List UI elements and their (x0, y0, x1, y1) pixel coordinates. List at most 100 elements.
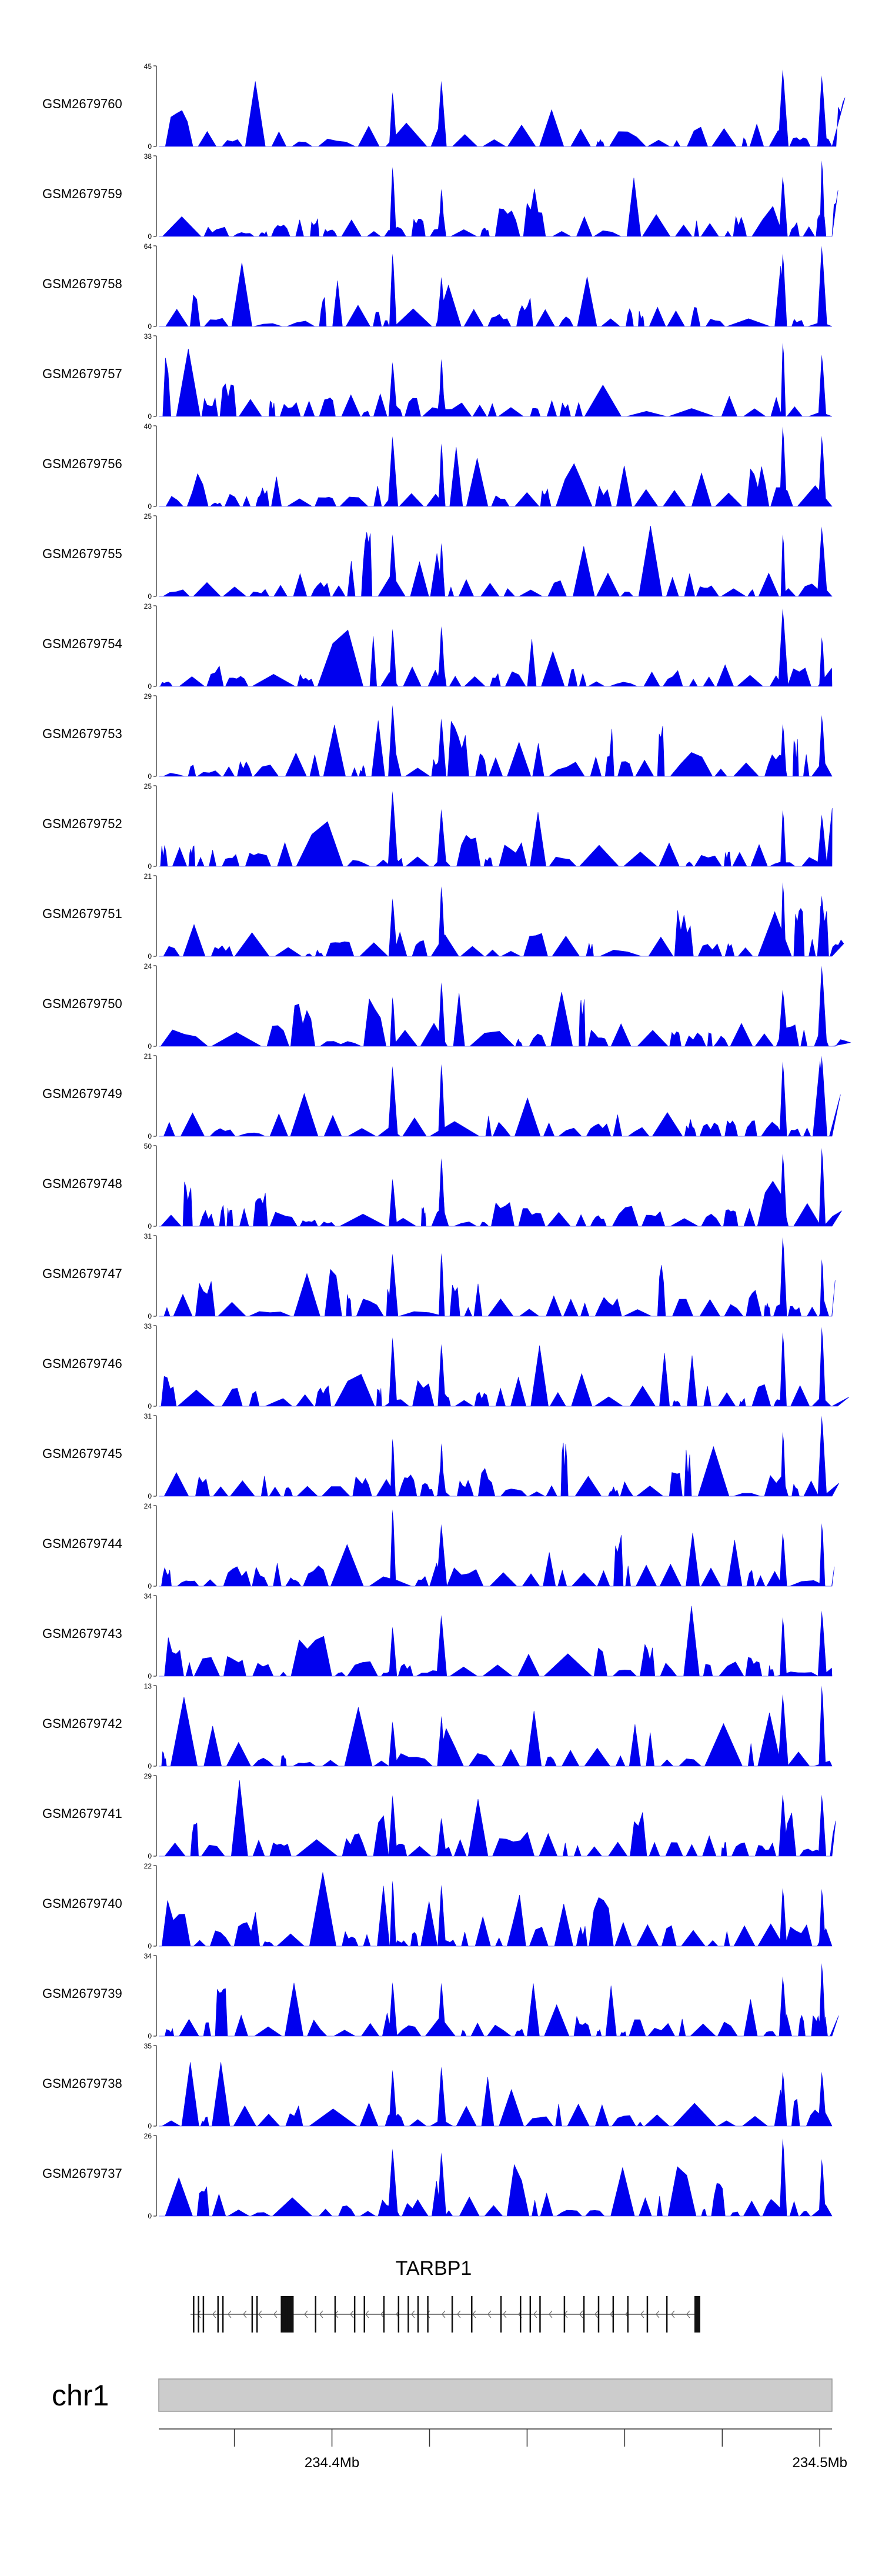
peak-mark (818, 435, 827, 506)
peak-mark (389, 92, 397, 146)
x-axis-label: 234.5Mb (793, 2455, 847, 2471)
y-min-label: 0 (148, 1312, 152, 1320)
peak-mark (817, 1416, 827, 1496)
track-label: GSM2679738 (42, 2076, 122, 2091)
peak-mark (437, 94, 446, 146)
peak-mark (387, 1253, 399, 1316)
peak-mark (389, 1880, 396, 1946)
peak-mark (438, 1064, 446, 1136)
peak-mark (438, 443, 445, 506)
y-max-label: 33 (144, 1322, 152, 1330)
peak-mark (437, 1817, 447, 1856)
peak-mark (779, 1153, 787, 1226)
peak-mark (779, 1794, 788, 1856)
strand-arrow (472, 2310, 476, 2318)
track-label: GSM2679744 (42, 1536, 122, 1551)
peak-mark (438, 1884, 446, 1946)
chromosome-bar (158, 2378, 833, 2412)
exon (383, 2296, 385, 2333)
y-min-label: 0 (148, 1222, 152, 1230)
coverage-area (159, 1265, 836, 1317)
track-GSM2679758: GSM2679758 64 0 (42, 242, 833, 331)
chromosome-label: chr1 (52, 2379, 109, 2412)
y-max-label: 34 (144, 1952, 152, 1960)
peak-mark (388, 1721, 397, 1766)
y-min-label: 0 (148, 1582, 152, 1590)
track-GSM2679747: GSM2679747 31 0 (42, 1232, 836, 1320)
peak-mark (387, 2148, 398, 2216)
peak-mark (779, 1061, 787, 1136)
strand-arrow (273, 2310, 278, 2318)
strand-arrow (640, 2310, 644, 2318)
y-min-label: 0 (148, 1042, 152, 1050)
exon (407, 2296, 409, 2333)
track-GSM2679740: GSM2679740 22 0 (42, 1862, 833, 1950)
peak-mark (387, 436, 399, 506)
track-label: GSM2679749 (42, 1086, 122, 1101)
peak-mark (778, 1694, 789, 1766)
peak-mark (387, 1066, 398, 1136)
peak-mark (778, 989, 789, 1046)
peak-mark (389, 1982, 397, 2036)
track-label: GSM2679741 (42, 1806, 122, 1821)
coverage-area (159, 905, 844, 957)
peak-mark (817, 75, 827, 146)
peak-mark (439, 1253, 445, 1316)
coverage-area (159, 81, 846, 147)
peak-mark (817, 246, 827, 326)
track-GSM2679750: GSM2679750 24 0 (42, 962, 851, 1050)
strand-arrow (457, 2310, 461, 2318)
coverage-area (159, 2062, 833, 2127)
exon (539, 2296, 541, 2333)
peak-mark (818, 1686, 826, 1766)
peak-mark (780, 342, 786, 416)
coverage-area (159, 1533, 835, 1587)
peak-mark (389, 629, 397, 686)
peak-mark (778, 608, 789, 686)
track-GSM2679749: GSM2679749 21 0 (42, 1052, 841, 1140)
gene-name-label: TARBP1 (396, 2257, 472, 2280)
y-max-label: 31 (144, 1412, 152, 1420)
strand-arrow (304, 2310, 308, 2318)
strand-arrow (411, 2310, 415, 2318)
peak-mark (779, 1237, 787, 1316)
exon (193, 2296, 195, 2333)
track-GSM2679739: GSM2679739 34 0 (42, 1952, 839, 2040)
y-max-label: 31 (144, 1232, 152, 1240)
y-max-label: 50 (144, 1142, 152, 1150)
strand-arrow (258, 2310, 262, 2318)
peak-mark (438, 553, 445, 596)
peak-mark (817, 895, 828, 956)
peak-mark (818, 1327, 826, 1406)
exon (666, 2296, 668, 2333)
track-GSM2679744: GSM2679744 24 0 (42, 1502, 835, 1590)
track-GSM2679760: GSM2679760 45 0 (42, 62, 846, 151)
peak-mark (389, 1509, 396, 1586)
peak-mark (819, 637, 826, 686)
y-min-label: 0 (148, 322, 152, 331)
exon (427, 2296, 429, 2333)
exon (417, 2296, 419, 2333)
peak-mark (779, 2138, 787, 2216)
y-max-label: 29 (144, 692, 152, 700)
y-max-label: 34 (144, 1592, 152, 1600)
peak-mark (818, 2071, 827, 2126)
peak-mark (438, 886, 446, 956)
strand-arrow (594, 2310, 599, 2318)
peak-mark (818, 1888, 826, 1946)
peak-mark (439, 1009, 445, 1046)
track-label: GSM2679756 (42, 456, 122, 471)
exon (612, 2296, 614, 2333)
exon (202, 2296, 205, 2333)
exon (597, 2296, 600, 2333)
y-max-label: 13 (144, 1682, 152, 1690)
peak-mark (437, 1458, 446, 1496)
peak-mark (779, 176, 788, 236)
peak-mark (780, 1432, 786, 1496)
peak-mark (388, 898, 397, 956)
peak-mark (817, 1610, 827, 1676)
track-label: GSM2679743 (42, 1626, 122, 1641)
strand-arrow (442, 2310, 446, 2318)
track-label: GSM2679737 (42, 2166, 122, 2181)
